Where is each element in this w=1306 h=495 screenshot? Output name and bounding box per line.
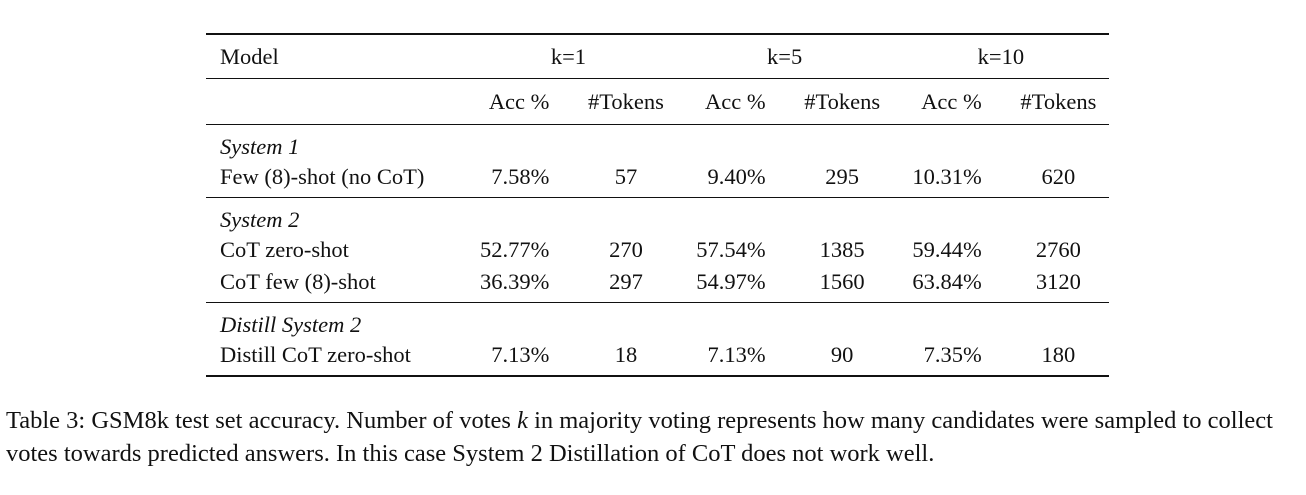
cell-acc-k10: 59.44% bbox=[912, 237, 982, 262]
cell-acc-k1: 36.39% bbox=[480, 269, 550, 294]
cell-tokens-k10: 2760 bbox=[1035, 237, 1081, 262]
caption-part-2: in majority voting represents how many c… bbox=[6, 407, 1273, 467]
cell-acc-k5: 7.13% bbox=[707, 342, 766, 367]
section-title-distill-system-2: Distill System 2 bbox=[220, 312, 362, 337]
table-row: CoT zero-shot 52.77% 270 57.54% 1385 59.… bbox=[206, 234, 1109, 266]
table-caption: Table 3: GSM8k test set accuracy. Number… bbox=[6, 404, 1306, 470]
cell-tokens-k1: 297 bbox=[609, 269, 643, 294]
section-title-row: Distill System 2 bbox=[206, 302, 1109, 340]
cell-acc-k5: 54.97% bbox=[696, 269, 766, 294]
table-row: Distill CoT zero-shot 7.13% 18 7.13% 90 … bbox=[206, 339, 1109, 376]
cell-acc-k10: 10.31% bbox=[912, 164, 982, 189]
caption-k-symbol: k bbox=[517, 407, 528, 434]
cell-acc-k5: 9.40% bbox=[707, 164, 766, 189]
cell-tokens-k5: 295 bbox=[825, 164, 860, 189]
header-acc-k1: Acc % bbox=[488, 88, 550, 114]
header-model: Model bbox=[220, 43, 279, 69]
cell-tokens-k1: 270 bbox=[609, 237, 643, 262]
table-row: CoT few (8)-shot 36.39% 297 54.97% 1560 … bbox=[206, 266, 1109, 303]
row-model-label: CoT zero-shot bbox=[220, 237, 349, 262]
section-title-row: System 1 bbox=[206, 124, 1109, 162]
header-tokens-k1: #Tokens bbox=[588, 88, 664, 114]
header-tokens-k10: #Tokens bbox=[1020, 88, 1097, 114]
table-row: Few (8)-shot (no CoT) 7.58% 57 9.40% 295… bbox=[206, 161, 1109, 198]
cell-acc-k1: 7.13% bbox=[491, 342, 550, 367]
header-acc-k5: Acc % bbox=[705, 88, 766, 114]
cell-tokens-k5: 1385 bbox=[819, 237, 865, 262]
header-group-k5: k=5 bbox=[767, 43, 803, 69]
cell-tokens-k5: 1560 bbox=[819, 269, 865, 294]
cell-tokens-k10: 180 bbox=[1041, 342, 1076, 367]
cell-tokens-k5: 90 bbox=[830, 342, 854, 367]
cell-tokens-k10: 3120 bbox=[1035, 269, 1081, 294]
header-empty bbox=[206, 79, 460, 125]
cell-acc-k10: 7.35% bbox=[923, 342, 982, 367]
header-tokens-k5: #Tokens bbox=[804, 88, 881, 114]
cell-acc-k10: 63.84% bbox=[912, 269, 982, 294]
header-group-k10: k=10 bbox=[977, 43, 1025, 69]
section-title-system-1: System 1 bbox=[220, 134, 300, 159]
cell-acc-k1: 52.77% bbox=[480, 237, 550, 262]
cell-tokens-k1: 57 bbox=[614, 164, 638, 189]
row-model-label: Few (8)-shot (no CoT) bbox=[220, 164, 425, 189]
section-title-system-2: System 2 bbox=[220, 207, 300, 232]
row-model-label: Distill CoT zero-shot bbox=[220, 342, 411, 367]
results-table-container: Model k=1 k=5 k=10 Acc % #Tokens Acc % #… bbox=[206, 33, 1109, 377]
header-group-k1: k=1 bbox=[550, 43, 587, 69]
results-table: Model k=1 k=5 k=10 Acc % #Tokens Acc % #… bbox=[206, 33, 1109, 377]
cell-acc-k5: 57.54% bbox=[696, 237, 766, 262]
header-row-sub: Acc % #Tokens Acc % #Tokens Acc % #Token… bbox=[206, 78, 1109, 125]
cell-tokens-k1: 18 bbox=[614, 342, 638, 367]
row-model-label: CoT few (8)-shot bbox=[220, 269, 376, 294]
section-title-row: System 2 bbox=[206, 197, 1109, 235]
caption-part-1: Table 3: GSM8k test set accuracy. Number… bbox=[6, 407, 518, 434]
header-row-groups: Model k=1 k=5 k=10 bbox=[206, 34, 1109, 79]
header-acc-k10: Acc % bbox=[921, 88, 982, 114]
cell-acc-k1: 7.58% bbox=[491, 164, 550, 189]
cell-tokens-k10: 620 bbox=[1041, 164, 1076, 189]
